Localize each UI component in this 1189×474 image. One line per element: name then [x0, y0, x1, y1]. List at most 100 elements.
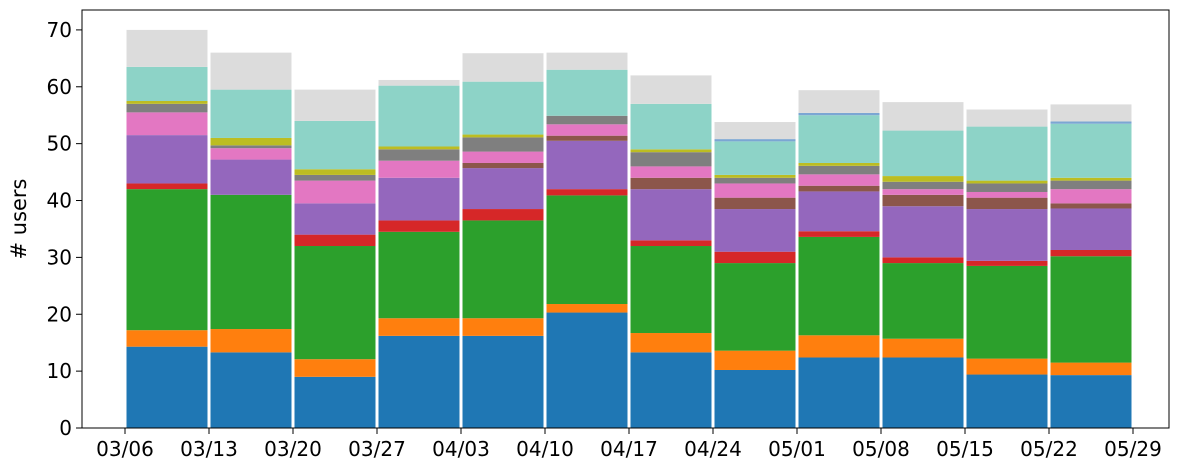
bar-segment-03-06-s10 — [126, 66, 208, 101]
x-tick-label-05-15: 05/15 — [936, 437, 994, 461]
axes-layer: 0 10 20 30 40 50 60 70 03/06 03/13 03/20 03/27 04/03… — [47, 9, 1170, 461]
bar-segment-03-13-s2 — [210, 194, 292, 330]
bar-segment-03-27-s8 — [378, 146, 460, 150]
bar-segment-05-08-s2 — [882, 263, 964, 339]
bar-segment-03-20-s10 — [294, 120, 376, 170]
bar-segment-03-20-s6 — [294, 180, 376, 204]
bar-segment-05-01-s6 — [798, 174, 880, 186]
bar-segment-04-10-s3 — [546, 189, 628, 196]
bar-segment-04-03-s6 — [462, 151, 544, 163]
bar-segment-05-08-s0 — [882, 357, 964, 428]
bar-segment-04-17-s2 — [630, 246, 712, 334]
bar-segment-05-01-s11 — [798, 112, 880, 116]
bar-segment-03-13-s6 — [210, 148, 292, 160]
bar-segment-04-24-s12 — [714, 122, 796, 140]
bar-segment-04-10-s5 — [546, 135, 628, 141]
bar-segment-03-20-s4 — [294, 203, 376, 235]
x-tick-label-04-03: 04/03 — [432, 437, 490, 461]
bar-segment-05-22-s1 — [1050, 362, 1132, 376]
bar-segment-05-08-s12 — [882, 102, 964, 131]
bar-segment-04-10-s0 — [546, 312, 628, 428]
bar-segment-03-06-s7 — [126, 103, 208, 113]
bar-segment-04-10-s1 — [546, 304, 628, 313]
y-tick-label-0: 0 — [59, 416, 72, 440]
bar-segment-05-15-s2 — [966, 265, 1048, 359]
bar-segment-03-06-s12 — [126, 29, 208, 67]
bar-segment-04-24-s6 — [714, 183, 796, 198]
bar-segment-05-15-s7 — [966, 183, 1048, 192]
bar-segment-05-22-s7 — [1050, 180, 1132, 190]
bars-layer — [126, 29, 1132, 428]
bar-segment-05-15-s10 — [966, 126, 1048, 181]
bar-segment-03-13-s8 — [210, 137, 292, 146]
x-tick-label-05-08: 05/08 — [852, 437, 910, 461]
bar-segment-03-06-s0 — [126, 346, 208, 428]
bar-segment-05-08-s10 — [882, 130, 964, 177]
bar-segment-05-08-s7 — [882, 181, 964, 190]
bar-segment-03-13-s7 — [210, 145, 292, 149]
bar-segment-04-03-s4 — [462, 168, 544, 210]
bar-segment-04-17-s3 — [630, 240, 712, 247]
bar-segment-03-27-s7 — [378, 149, 460, 161]
bar-segment-03-27-s12 — [378, 79, 460, 86]
bar-segment-05-22-s8 — [1050, 177, 1132, 181]
x-tick-label-03-20: 03/20 — [264, 437, 322, 461]
bar-segment-05-22-s0 — [1050, 375, 1132, 428]
bar-segment-04-10-s2 — [546, 195, 628, 305]
x-tick-label-04-10: 04/10 — [516, 437, 574, 461]
bar-segment-05-01-s2 — [798, 236, 880, 336]
x-tick-label-04-24: 04/24 — [684, 437, 742, 461]
x-tick-label-05-22: 05/22 — [1020, 437, 1078, 461]
bar-segment-03-13-s12 — [210, 52, 292, 90]
bar-segment-05-15-s8 — [966, 180, 1048, 184]
bar-segment-04-24-s11 — [714, 139, 796, 142]
bar-segment-04-24-s2 — [714, 263, 796, 351]
y-axis-label: # users — [7, 178, 31, 259]
bar-segment-04-24-s1 — [714, 350, 796, 370]
bar-segment-05-08-s8 — [882, 176, 964, 182]
bar-segment-04-03-s1 — [462, 318, 544, 336]
x-tick-label-05-01: 05/01 — [768, 437, 826, 461]
bar-segment-04-17-s5 — [630, 177, 712, 190]
bar-segment-03-20-s3 — [294, 234, 376, 247]
bar-segment-03-27-s6 — [378, 160, 460, 178]
bar-segment-04-24-s4 — [714, 209, 796, 252]
bar-segment-04-24-s10 — [714, 141, 796, 175]
y-tick-label-30: 30 — [47, 245, 72, 269]
bar-segment-04-17-s12 — [630, 75, 712, 104]
bar-segment-05-01-s10 — [798, 115, 880, 163]
x-tick-label-05-29: 05/29 — [1104, 437, 1162, 461]
bar-segment-05-15-s3 — [966, 260, 1048, 266]
bar-segment-05-01-s12 — [798, 90, 880, 113]
bar-segment-03-06-s6 — [126, 112, 208, 136]
bar-segment-05-15-s12 — [966, 109, 1048, 127]
bar-segment-05-01-s7 — [798, 165, 880, 175]
bar-segment-03-13-s10 — [210, 89, 292, 138]
bar-segment-03-27-s4 — [378, 177, 460, 221]
bar-segment-04-03-s7 — [462, 137, 544, 152]
x-tick-label-03-06: 03/06 — [96, 437, 154, 461]
bar-segment-05-22-s2 — [1050, 256, 1132, 363]
bar-segment-04-17-s10 — [630, 103, 712, 150]
bar-segment-03-06-s2 — [126, 189, 208, 331]
bar-segment-05-22-s4 — [1050, 208, 1132, 250]
y-tick-label-50: 50 — [47, 132, 72, 156]
bar-segment-05-22-s11 — [1050, 121, 1132, 124]
bar-segment-05-01-s1 — [798, 335, 880, 358]
x-tick-label-03-27: 03/27 — [348, 437, 406, 461]
bar-segment-03-20-s12 — [294, 89, 376, 121]
y-tick-label-10: 10 — [47, 359, 72, 383]
bar-segment-04-03-s8 — [462, 134, 544, 138]
bar-segment-04-17-s4 — [630, 189, 712, 241]
bar-segment-03-27-s1 — [378, 318, 460, 336]
bar-segment-04-17-s6 — [630, 166, 712, 178]
y-tick-label-40: 40 — [47, 189, 72, 213]
bar-segment-04-17-s8 — [630, 149, 712, 153]
bar-segment-05-01-s4 — [798, 191, 880, 232]
bar-segment-05-01-s3 — [798, 231, 880, 237]
bar-segment-03-06-s1 — [126, 330, 208, 347]
bar-segment-03-20-s0 — [294, 376, 376, 428]
bar-segment-05-08-s5 — [882, 194, 964, 207]
bar-segment-03-13-s0 — [210, 352, 292, 428]
